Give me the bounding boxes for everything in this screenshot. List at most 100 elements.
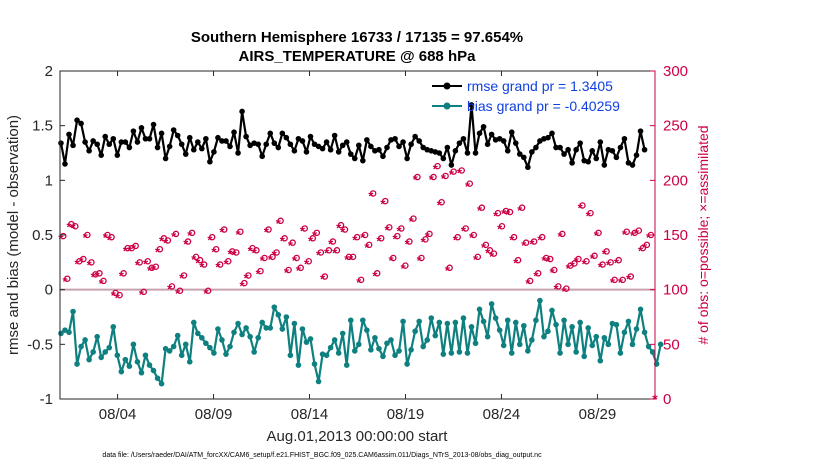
- obs-possible-point: [176, 287, 184, 295]
- rmse-point: [440, 155, 447, 162]
- obs-assimilated-point: *: [614, 255, 620, 270]
- obs-possible-point: [498, 223, 506, 230]
- obs-possible-point: [579, 202, 586, 209]
- obs-assimilated-point: *: [179, 271, 185, 286]
- y-tick-label: 1: [45, 172, 53, 189]
- rmse-point: [617, 144, 624, 151]
- obs-possible-point: [333, 247, 341, 254]
- bias-point: [170, 343, 177, 350]
- y-tick-label: -0.5: [27, 336, 53, 353]
- obs-assimilated-point: *: [558, 229, 564, 244]
- obs-assimilated-point: *: [107, 232, 113, 247]
- bias-point: [641, 329, 648, 336]
- bias-point: [436, 319, 443, 326]
- rmse-point: [396, 143, 402, 150]
- obs-assimilated-point: *: [300, 224, 306, 239]
- bias-point: [649, 349, 656, 355]
- rmse-point: [279, 130, 286, 137]
- obs-assimilated-point: *: [477, 203, 483, 218]
- obs-assimilated-point: *: [570, 259, 576, 274]
- obs-assimilated-point: *: [541, 253, 547, 268]
- obs-assimilated-point: *: [525, 276, 531, 291]
- obs-possible-point: [434, 162, 441, 170]
- obs-possible-point: [643, 241, 651, 249]
- rmse-point: [525, 164, 531, 171]
- bias-point: [460, 315, 467, 321]
- rmse-point: [480, 123, 487, 130]
- bias-point: [90, 349, 96, 355]
- obs-possible-point: [225, 257, 232, 265]
- obs-assimilated-point: *: [159, 233, 165, 248]
- obs-assimilated-point: *: [83, 230, 89, 245]
- obs-assimilated-point: *: [529, 237, 535, 252]
- obs-possible-point: [257, 267, 264, 275]
- obs-possible-point: [184, 238, 192, 245]
- obs-assimilated-point: *: [465, 179, 471, 194]
- obs-possible-point: [285, 266, 292, 274]
- rmse-point: [521, 154, 527, 161]
- rmse-point: [319, 145, 326, 152]
- obs-possible-point: [136, 259, 143, 266]
- obs-possible-point: [148, 264, 156, 272]
- rmse-point: [203, 135, 209, 142]
- y-tick-label: 0: [45, 282, 53, 299]
- rmse-point: [287, 141, 294, 148]
- obs-possible-point: [373, 270, 381, 277]
- bias-point: [360, 317, 366, 324]
- bias-point: [178, 352, 185, 359]
- bias-point: [364, 327, 370, 333]
- obs-possible-point: [490, 250, 498, 257]
- y2-tick-label: 0: [663, 391, 671, 408]
- bias-point: [400, 318, 406, 325]
- obs-possible-point: [615, 256, 622, 264]
- bias-point: [275, 312, 282, 318]
- obs-possible-point: [108, 233, 115, 241]
- obs-possible-point: [152, 263, 160, 270]
- bias-point: [299, 326, 306, 332]
- rmse-point: [70, 142, 76, 149]
- obs-possible-point: [450, 168, 457, 175]
- obs-assimilated-point: *: [304, 256, 310, 271]
- rmse-point: [142, 135, 149, 142]
- bias-point: [545, 328, 551, 335]
- obs-possible-point: [96, 270, 103, 277]
- rmse-point: [641, 146, 648, 153]
- obs-assimilated-point: *: [638, 243, 644, 258]
- rmse-point: [283, 134, 290, 141]
- obs-possible-point: [482, 241, 490, 249]
- rmse-point: [452, 148, 459, 154]
- obs-possible-point: [245, 272, 252, 279]
- rmse-point: [392, 135, 398, 142]
- bias-point: [142, 352, 149, 359]
- bias-point: [158, 380, 165, 387]
- rmse-point: [436, 150, 443, 156]
- obs-possible-point: [369, 190, 377, 197]
- obs-assimilated-point: *: [163, 236, 169, 251]
- obs-possible-point: [534, 270, 542, 277]
- obs-assimilated-point: *: [401, 261, 407, 276]
- rmse-point: [106, 141, 113, 148]
- obs-assimilated-point: *: [336, 220, 342, 235]
- obs-assimilated-point: *: [533, 268, 539, 283]
- obs-possible-point: [575, 255, 582, 263]
- y2-tick-label: 50: [663, 336, 680, 353]
- obs-assimilated-point: *: [316, 248, 322, 263]
- rmse-point: [504, 148, 511, 154]
- rmse-point: [90, 138, 96, 144]
- y-tick-label: 2: [45, 63, 53, 80]
- rmse-point: [573, 146, 579, 153]
- rmse-point: [259, 153, 266, 160]
- bias-point: [420, 343, 426, 350]
- bias-point: [500, 342, 507, 349]
- obs-possible-point: [619, 276, 626, 284]
- rmse-point: [207, 158, 213, 165]
- rmse-point: [271, 140, 278, 146]
- rmse-point: [158, 130, 165, 137]
- obs-assimilated-point: *: [441, 171, 447, 186]
- obs-assimilated-point: *: [111, 288, 117, 303]
- obs-assimilated-point: *: [505, 207, 511, 222]
- rmse-point: [263, 141, 270, 148]
- bias-point: [307, 336, 314, 342]
- obs-possible-point: [229, 248, 236, 255]
- bias-point: [190, 319, 197, 326]
